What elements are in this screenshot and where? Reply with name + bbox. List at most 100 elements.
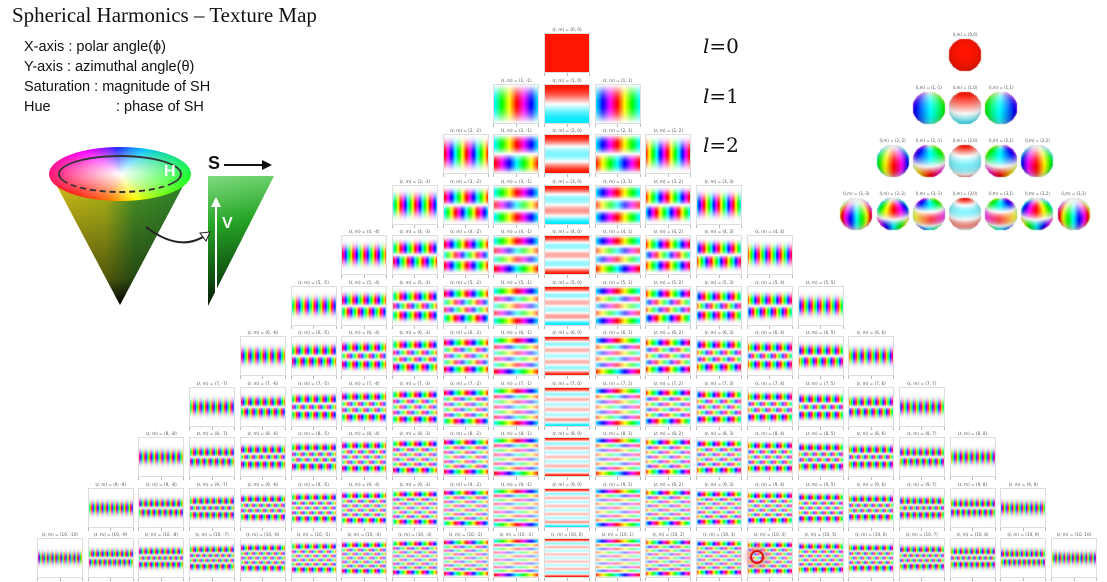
sh-texture-tile[interactable]	[594, 285, 641, 326]
sh-texture-tile[interactable]	[442, 184, 489, 225]
sh-texture-tile[interactable]	[138, 487, 185, 528]
sh-texture-tile[interactable]	[645, 487, 692, 528]
sh-texture-tile[interactable]	[848, 386, 895, 427]
sh-texture-tile[interactable]	[696, 487, 743, 528]
sh-texture-tile[interactable]	[290, 336, 337, 376]
sh-texture-tile[interactable]	[442, 336, 489, 376]
sh-texture-tile[interactable]	[391, 336, 438, 376]
sh-texture-tile[interactable]	[696, 285, 743, 326]
sh-texture-tile[interactable]	[442, 285, 489, 326]
sh-texture-tile[interactable]	[290, 386, 337, 427]
sh-texture-tile[interactable]	[239, 487, 286, 528]
sh-texture-tile[interactable]	[594, 386, 641, 427]
sh-texture-tile[interactable]	[493, 487, 540, 528]
sh-texture-tile[interactable]	[645, 285, 692, 326]
sh-texture-tile[interactable]	[341, 538, 388, 578]
sh-texture-tile[interactable]	[239, 538, 286, 578]
sh-texture-tile[interactable]	[341, 336, 388, 376]
sh-texture-tile[interactable]	[87, 538, 134, 578]
sh-texture-tile[interactable]	[544, 235, 590, 275]
sh-texture-tile[interactable]	[544, 437, 590, 477]
sh-texture-tile[interactable]	[696, 538, 743, 578]
sh-texture-tile[interactable]	[594, 83, 641, 124]
sh-texture-tile[interactable]	[645, 134, 692, 174]
sh-texture-tile[interactable]	[696, 184, 743, 225]
sh-texture-tile[interactable]	[189, 487, 236, 528]
sh-texture-tile[interactable]	[696, 437, 743, 477]
sh-texture-tile[interactable]	[898, 538, 945, 578]
sh-texture-tile[interactable]	[594, 134, 641, 174]
sh-texture-tile[interactable]	[189, 437, 236, 477]
sh-texture-tile[interactable]	[1051, 538, 1097, 578]
sh-texture-tile[interactable]	[1000, 487, 1047, 528]
sh-texture-tile[interactable]	[239, 336, 286, 376]
sh-texture-tile[interactable]	[442, 437, 489, 477]
sh-texture-tile[interactable]	[391, 538, 438, 578]
sh-texture-tile[interactable]	[746, 285, 793, 326]
sh-texture-tile[interactable]	[645, 538, 692, 578]
sh-texture-tile[interactable]	[544, 33, 590, 73]
sh-texture-tile[interactable]	[594, 184, 641, 225]
sh-texture-tile[interactable]	[341, 437, 388, 477]
sh-texture-tile[interactable]	[391, 235, 438, 275]
sh-texture-tile[interactable]	[797, 285, 844, 326]
sh-texture-tile[interactable]	[848, 437, 895, 477]
sh-texture-tile[interactable]	[949, 437, 996, 477]
sh-texture-tile[interactable]	[544, 83, 590, 124]
sh-texture-tile[interactable]	[544, 184, 590, 225]
sh-texture-tile[interactable]	[797, 487, 844, 528]
sh-texture-tile[interactable]	[696, 386, 743, 427]
sh-texture-tile[interactable]	[391, 285, 438, 326]
sh-texture-tile[interactable]	[87, 487, 134, 528]
sh-texture-tile[interactable]	[442, 134, 489, 174]
sh-texture-tile[interactable]	[493, 134, 540, 174]
sh-texture-tile[interactable]	[391, 386, 438, 427]
sh-texture-tile[interactable]	[341, 386, 388, 427]
sh-texture-tile[interactable]	[848, 487, 895, 528]
sh-texture-tile[interactable]	[848, 538, 895, 578]
sh-texture-tile[interactable]	[341, 235, 388, 275]
sh-texture-tile[interactable]	[594, 538, 641, 578]
sh-texture-tile[interactable]	[797, 437, 844, 477]
sh-texture-tile[interactable]	[391, 437, 438, 477]
sh-texture-tile[interactable]	[493, 437, 540, 477]
sh-texture-tile[interactable]	[544, 487, 590, 528]
sh-texture-tile[interactable]	[544, 134, 590, 174]
sh-texture-tile[interactable]	[442, 386, 489, 427]
sh-texture-tile[interactable]	[645, 437, 692, 477]
sh-texture-tile[interactable]	[189, 538, 236, 578]
sh-texture-tile[interactable]	[594, 437, 641, 477]
sh-texture-tile[interactable]	[189, 386, 236, 427]
sh-texture-tile[interactable]	[442, 487, 489, 528]
sh-texture-tile[interactable]	[493, 83, 540, 124]
sh-texture-tile[interactable]	[848, 336, 895, 376]
sh-texture-tile[interactable]	[594, 487, 641, 528]
sh-texture-tile[interactable]	[1000, 538, 1047, 578]
sh-texture-tile[interactable]	[341, 285, 388, 326]
sh-texture-tile[interactable]	[645, 336, 692, 376]
sh-texture-tile[interactable]	[493, 285, 540, 326]
sh-texture-tile[interactable]	[797, 336, 844, 376]
sh-texture-tile[interactable]	[290, 538, 337, 578]
sh-texture-tile[interactable]	[391, 184, 438, 225]
sh-texture-tile[interactable]	[797, 538, 844, 578]
sh-texture-tile[interactable]	[645, 386, 692, 427]
sh-texture-tile[interactable]	[493, 336, 540, 376]
sh-texture-tile[interactable]	[645, 184, 692, 225]
sh-texture-tile[interactable]	[746, 336, 793, 376]
sh-texture-tile[interactable]	[442, 235, 489, 275]
sh-texture-tile[interactable]	[138, 437, 185, 477]
sh-texture-tile[interactable]	[594, 235, 641, 275]
sh-texture-tile[interactable]	[746, 487, 793, 528]
sh-texture-tile[interactable]	[544, 386, 590, 427]
sh-texture-tile[interactable]	[391, 487, 438, 528]
sh-texture-tile[interactable]	[290, 487, 337, 528]
sh-texture-tile[interactable]	[696, 336, 743, 376]
sh-texture-tile[interactable]	[544, 285, 590, 326]
sh-texture-tile[interactable]	[37, 538, 83, 578]
sh-texture-tile[interactable]	[949, 538, 996, 578]
sh-texture-tile[interactable]	[493, 235, 540, 275]
sh-texture-tile[interactable]	[696, 235, 743, 275]
sh-texture-tile[interactable]	[746, 235, 793, 275]
sh-texture-tile[interactable]	[442, 538, 489, 578]
